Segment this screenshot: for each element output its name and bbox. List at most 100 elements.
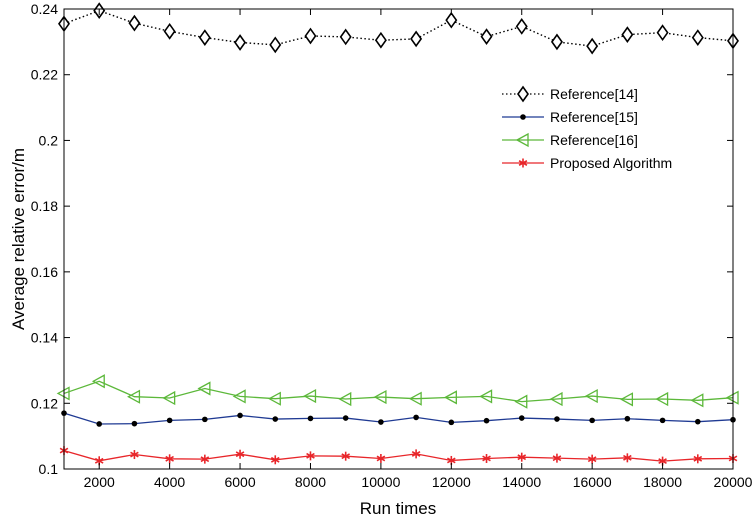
series-line-2: [63, 412, 734, 425]
x-tick-label: 6000: [224, 474, 255, 490]
data-point-2-4: [166, 417, 173, 424]
y-tick-label: 0.12: [31, 395, 58, 411]
data-point-3-18: [655, 391, 669, 407]
data-point-2-8: [307, 415, 314, 422]
data-point-4-15: [552, 453, 562, 463]
data-point-4-14: [517, 452, 527, 462]
data-point-3-16: [584, 388, 598, 404]
data-point-4-6: [235, 449, 245, 459]
legend-marker: [515, 132, 529, 148]
data-point-3-4: [162, 390, 176, 406]
data-point-4-10: [376, 453, 386, 463]
series-1: [58, 2, 739, 55]
data-point-3-9: [338, 391, 352, 407]
data-point-2-5: [202, 416, 208, 423]
data-point-4-8: [306, 451, 315, 461]
data-point-2-13: [483, 417, 490, 424]
data-point-2-10: [378, 419, 384, 425]
data-point-3-3: [127, 389, 141, 404]
data-point-1-16: [586, 37, 599, 55]
data-point-2-17: [624, 415, 631, 422]
data-point-2-6: [237, 412, 243, 419]
x-tick-label: 14000: [502, 474, 541, 490]
series-layer: [56, 2, 739, 466]
data-point-1-13: [480, 28, 493, 45]
y-tick-label: 0.18: [31, 198, 58, 214]
legend-entry-3: Reference[16]: [502, 132, 638, 148]
data-point-4-13: [482, 453, 491, 463]
data-point-1-17: [621, 26, 634, 44]
data-point-2-14: [518, 415, 525, 421]
data-point-2-7: [272, 416, 279, 422]
data-point-4-4: [165, 454, 174, 464]
legend-label: Reference[15]: [550, 109, 638, 125]
data-point-3-11: [408, 391, 422, 406]
x-tick-label: 2000: [84, 474, 115, 490]
x-tick-label: 4000: [154, 474, 185, 490]
legend-marker: [518, 158, 528, 168]
series-line-4: [63, 449, 734, 462]
series-4: [59, 446, 738, 466]
data-point-1-9: [339, 28, 352, 46]
data-point-1-5: [198, 29, 211, 46]
y-tick-label: 0.22: [31, 67, 58, 83]
data-point-4-11: [411, 449, 421, 459]
data-point-3-12: [443, 390, 457, 405]
x-tick-label: 12000: [432, 474, 471, 490]
data-point-3-2: [91, 374, 105, 389]
data-point-4-17: [623, 453, 632, 463]
data-point-1-19: [691, 29, 704, 46]
data-point-3-17: [620, 392, 634, 407]
data-point-3-14: [514, 394, 528, 409]
x-tick-label: 8000: [295, 474, 326, 490]
legend-entry-2: Reference[15]: [502, 109, 638, 125]
x-tick-label: 20000: [714, 474, 753, 490]
y-axis-label: Average relative error/m: [9, 148, 28, 330]
data-point-4-3: [130, 450, 139, 460]
data-point-1-14: [515, 18, 528, 35]
legend-marker: [520, 114, 526, 120]
data-point-3-6: [232, 389, 246, 404]
data-point-4-16: [587, 454, 597, 464]
legend-entry-1: Reference[14]: [502, 85, 638, 103]
data-point-4-5: [200, 454, 210, 464]
data-point-1-7: [269, 36, 282, 54]
data-point-1-15: [550, 33, 563, 51]
data-point-2-19: [694, 418, 701, 425]
data-point-1-10: [374, 31, 387, 49]
series-2: [61, 410, 736, 427]
x-tick-label: 18000: [643, 474, 682, 490]
data-point-3-19: [690, 393, 704, 408]
legend: Reference[14] Reference[15] Reference[16] P…: [502, 85, 672, 171]
x-tick-label: 16000: [573, 474, 612, 490]
data-point-3-10: [373, 389, 387, 405]
data-point-1-4: [163, 22, 176, 40]
x-axis-label: Run times: [360, 499, 437, 518]
data-point-2-2: [96, 421, 103, 427]
data-point-3-13: [479, 389, 493, 404]
data-point-1-11: [410, 30, 423, 48]
data-point-2-15: [554, 416, 560, 422]
y-tick-label: 0.2: [39, 132, 59, 148]
axes-layer: 2000 4000 6000 8000 10000 12000 14000 16000 1800…: [31, 1, 753, 490]
axes-frame: [63, 8, 734, 470]
legend-label: Reference[16]: [550, 132, 638, 148]
data-point-4-19: [693, 454, 703, 464]
data-point-3-15: [549, 391, 563, 407]
y-tick-label: 0.24: [31, 1, 58, 17]
legend-label: Reference[14]: [550, 86, 638, 102]
data-point-3-8: [303, 388, 317, 404]
data-point-1-12: [445, 11, 458, 29]
data-point-2-11: [413, 414, 419, 421]
data-point-1-18: [656, 24, 669, 42]
data-point-3-7: [267, 391, 281, 406]
plot-area: [64, 9, 733, 469]
data-point-2-3: [131, 420, 138, 427]
x-tick-label: 10000: [361, 474, 400, 490]
data-point-2-12: [448, 419, 455, 426]
y-tick-label: 0.1: [39, 461, 59, 477]
series-3: [56, 374, 739, 409]
legend-label: Proposed Algorithm: [550, 155, 672, 171]
data-point-2-16: [589, 417, 595, 424]
